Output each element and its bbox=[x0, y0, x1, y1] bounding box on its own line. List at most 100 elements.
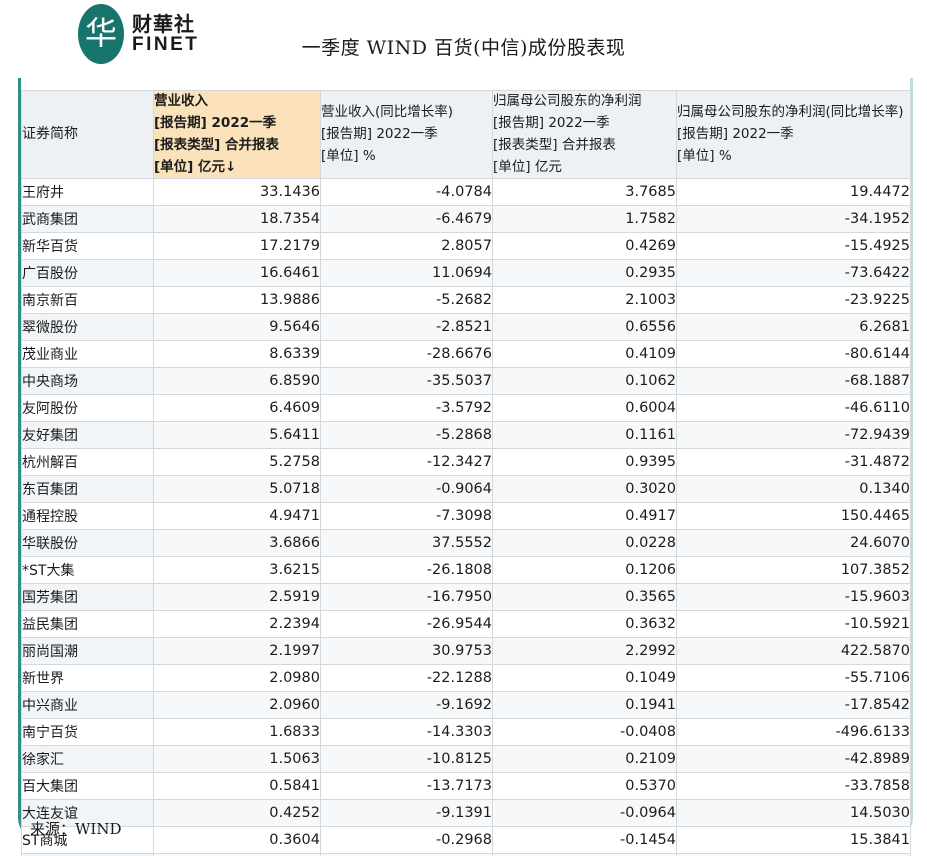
cell-revenue: 5.6411 bbox=[153, 421, 321, 450]
table-row[interactable]: 百大集团 0.5841 -13.7173 0.5370 -33.7858 bbox=[21, 772, 911, 801]
table-row[interactable]: 上海九百0.1915-33.05950.1297-26.8201 bbox=[21, 853, 911, 856]
cell-revenue: 16.6461 bbox=[153, 259, 321, 288]
table-row[interactable]: 杭州解百 5.2758 -12.3427 0.9395 -31.4872 bbox=[21, 448, 911, 477]
table-head: 证券简称 营业收入 [报告期] 2022一季 [报表类型] 合并报表 [单位] 亿元↓ 营… bbox=[21, 89, 911, 180]
cell-security-name: 中央商场 bbox=[21, 367, 154, 396]
table-row[interactable]: 友阿股份 6.4609 -3.5792 0.6004 -46.6110 bbox=[21, 394, 911, 423]
table-row[interactable]: 丽尚国潮 2.1997 30.9753 2.2992 422.5870 bbox=[21, 637, 911, 666]
cell-net_profit: -0.0964 bbox=[492, 799, 677, 828]
table-row[interactable]: 翠微股份 9.5646 -2.8521 0.6556 6.2681 bbox=[21, 313, 911, 342]
cell-revenue: 2.2394 bbox=[153, 610, 321, 639]
cell-security-name: 益民集团 bbox=[21, 610, 154, 639]
column-header-net_profit_yoy[interactable]: 归属母公司股东的净利润(同比增长率) [报告期] 2022一季 [单位] % bbox=[676, 89, 911, 180]
cell-net_profit_yoy: -42.8989 bbox=[676, 745, 911, 774]
column-header-name[interactable]: 证券简称 bbox=[21, 89, 154, 180]
table-row[interactable]: 南京新百 13.9886 -5.2682 2.1003 -23.9225 bbox=[21, 286, 911, 315]
cell-revenue: 0.5841 bbox=[153, 772, 321, 801]
column-header-net_profit[interactable]: 归属母公司股东的净利润 [报告期] 2022一季 [报表类型] 合并报表 [单位] 亿… bbox=[492, 89, 677, 180]
cell-revenue_yoy: 2.8057 bbox=[320, 232, 493, 261]
cell-security-name: 百大集团 bbox=[21, 772, 154, 801]
cell-revenue: 18.7354 bbox=[153, 205, 321, 234]
cell-security-name: 南京新百 bbox=[21, 286, 154, 315]
table-row[interactable]: 新华百货 17.2179 2.8057 0.4269 -15.4925 bbox=[21, 232, 911, 261]
cell-revenue_yoy: -26.1808 bbox=[320, 556, 493, 585]
cell-revenue: 5.2758 bbox=[153, 448, 321, 477]
table-row[interactable]: 徐家汇 1.5063 -10.8125 0.2109 -42.8989 bbox=[21, 745, 911, 774]
cell-revenue_yoy: -2.8521 bbox=[320, 313, 493, 342]
cell-revenue: 6.4609 bbox=[153, 394, 321, 423]
cell-revenue_yoy: -9.1692 bbox=[320, 691, 493, 720]
cell-security-name: 新华百货 bbox=[21, 232, 154, 261]
column-header-line: 营业收入 bbox=[154, 93, 208, 109]
cell-security-name: 友阿股份 bbox=[21, 394, 154, 423]
cell-revenue_yoy: 11.0694 bbox=[320, 259, 493, 288]
source-note: 来源：WIND bbox=[30, 820, 122, 838]
cell-net_profit: 0.1941 bbox=[492, 691, 677, 720]
cell-net_profit: 0.2109 bbox=[492, 745, 677, 774]
cell-net_profit: 0.0228 bbox=[492, 529, 677, 558]
table-row[interactable]: 益民集团 2.2394 -26.9544 0.3632 -10.5921 bbox=[21, 610, 911, 639]
column-header-line: 营业收入(同比增长率) bbox=[321, 103, 454, 120]
column-header-revenue[interactable]: 营业收入 [报告期] 2022一季 [报表类型] 合并报表 [单位] 亿元↓ bbox=[153, 89, 321, 180]
table-row[interactable]: 国芳集团 2.5919 -16.7950 0.3565 -15.9603 bbox=[21, 583, 911, 612]
cell-net_profit_yoy: -68.1887 bbox=[676, 367, 911, 396]
column-header-line: [报告期] 2022一季 bbox=[154, 114, 277, 131]
cell-revenue_yoy: -16.7950 bbox=[320, 583, 493, 612]
cell-net_profit_yoy: 107.3852 bbox=[676, 556, 911, 585]
table-row[interactable]: *ST大集 3.6215 -26.1808 0.1206 107.3852 bbox=[21, 556, 911, 585]
table-row[interactable]: 通程控股 4.9471 -7.3098 0.4917 150.4465 bbox=[21, 502, 911, 531]
cell-revenue: 6.8590 bbox=[153, 367, 321, 396]
cell-net_profit: 0.1062 bbox=[492, 367, 677, 396]
cell-security-name: 国芳集团 bbox=[21, 583, 154, 612]
table-row[interactable]: 东百集团 5.0718 -0.9064 0.3020 0.1340 bbox=[21, 475, 911, 504]
logo-glyph: 华 bbox=[84, 14, 117, 52]
cell-net_profit_yoy: -55.7106 bbox=[676, 664, 911, 693]
table-row[interactable]: 大连友谊 0.4252 -9.1391 -0.0964 14.5030 bbox=[21, 799, 911, 828]
cell-net_profit_yoy: -17.8542 bbox=[676, 691, 911, 720]
cell-security-name: 友好集团 bbox=[21, 421, 154, 450]
table-row[interactable]: 南宁百货 1.6833 -14.3303 -0.0408 -496.6133 bbox=[21, 718, 911, 747]
cell-revenue_yoy: -13.7173 bbox=[320, 772, 493, 801]
cell-net_profit_yoy: -33.7858 bbox=[676, 772, 911, 801]
cell-revenue: 8.6339 bbox=[153, 340, 321, 369]
page-header: 华 财華社 FINET 一季度 WIND 百货(中信)成份股表现 bbox=[0, 0, 927, 78]
cell-net_profit_yoy: 14.5030 bbox=[676, 799, 911, 828]
cell-net_profit_yoy: 6.2681 bbox=[676, 313, 911, 342]
table-row[interactable]: 华联股份 3.6866 37.5552 0.0228 24.6070 bbox=[21, 529, 911, 558]
cell-net_profit: 0.1049 bbox=[492, 664, 677, 693]
cell-security-name: *ST大集 bbox=[21, 556, 154, 585]
cell-net_profit_yoy: -15.4925 bbox=[676, 232, 911, 261]
cell-revenue_yoy: -12.3427 bbox=[320, 448, 493, 477]
table-row[interactable]: 茂业商业 8.6339 -28.6676 0.4109 -80.6144 bbox=[21, 340, 911, 369]
table-row[interactable]: 新世界 2.0980 -22.1288 0.1049 -55.7106 bbox=[21, 664, 911, 693]
cell-security-name: 广百股份 bbox=[21, 259, 154, 288]
cell-net_profit: 0.3020 bbox=[492, 475, 677, 504]
cell-security-name: 徐家汇 bbox=[21, 745, 154, 774]
column-header-line: [单位] % bbox=[677, 147, 732, 164]
cell-revenue_yoy: -5.2868 bbox=[320, 421, 493, 450]
cell-revenue: 2.0980 bbox=[153, 664, 321, 693]
data-table-container: 证券简称 营业收入 [报告期] 2022一季 [报表类型] 合并报表 [单位] 亿元↓ 营… bbox=[21, 89, 911, 856]
table-row[interactable]: 武商集团 18.7354 -6.4679 1.7582 -34.1952 bbox=[21, 205, 911, 234]
table-row[interactable]: 中央商场 6.8590 -35.5037 0.1062 -68.1887 bbox=[21, 367, 911, 396]
cell-revenue: 0.3604 bbox=[153, 826, 321, 855]
column-header-line: 归属母公司股东的净利润 bbox=[493, 93, 642, 109]
cell-revenue: 2.5919 bbox=[153, 583, 321, 612]
cell-revenue_yoy: 30.9753 bbox=[320, 637, 493, 666]
cell-revenue_yoy: -0.2968 bbox=[320, 826, 493, 855]
column-header-revenue_yoy[interactable]: 营业收入(同比增长率) [报告期] 2022一季 [单位] % bbox=[320, 89, 493, 180]
cell-net_profit: -0.1454 bbox=[492, 826, 677, 855]
cell-net_profit: 0.5370 bbox=[492, 772, 677, 801]
cell-net_profit: 0.2935 bbox=[492, 259, 677, 288]
table-row[interactable]: 中兴商业 2.0960 -9.1692 0.1941 -17.8542 bbox=[21, 691, 911, 720]
cell-net_profit: 0.6004 bbox=[492, 394, 677, 423]
column-header-line: 归属母公司股东的净利润(同比增长率) bbox=[677, 103, 904, 120]
cell-net_profit: 3.7685 bbox=[492, 178, 677, 207]
cell-revenue_yoy: -3.5792 bbox=[320, 394, 493, 423]
table-row[interactable]: 王府井 33.1436 -4.0784 3.7685 19.4472 bbox=[21, 178, 911, 207]
table-row[interactable]: ST商城 0.3604 -0.2968 -0.1454 15.3841 bbox=[21, 826, 911, 855]
table-row[interactable]: 友好集团 5.6411 -5.2868 0.1161 -72.9439 bbox=[21, 421, 911, 450]
table-row[interactable]: 广百股份 16.6461 11.0694 0.2935 -73.6422 bbox=[21, 259, 911, 288]
cell-revenue_yoy: -28.6676 bbox=[320, 340, 493, 369]
